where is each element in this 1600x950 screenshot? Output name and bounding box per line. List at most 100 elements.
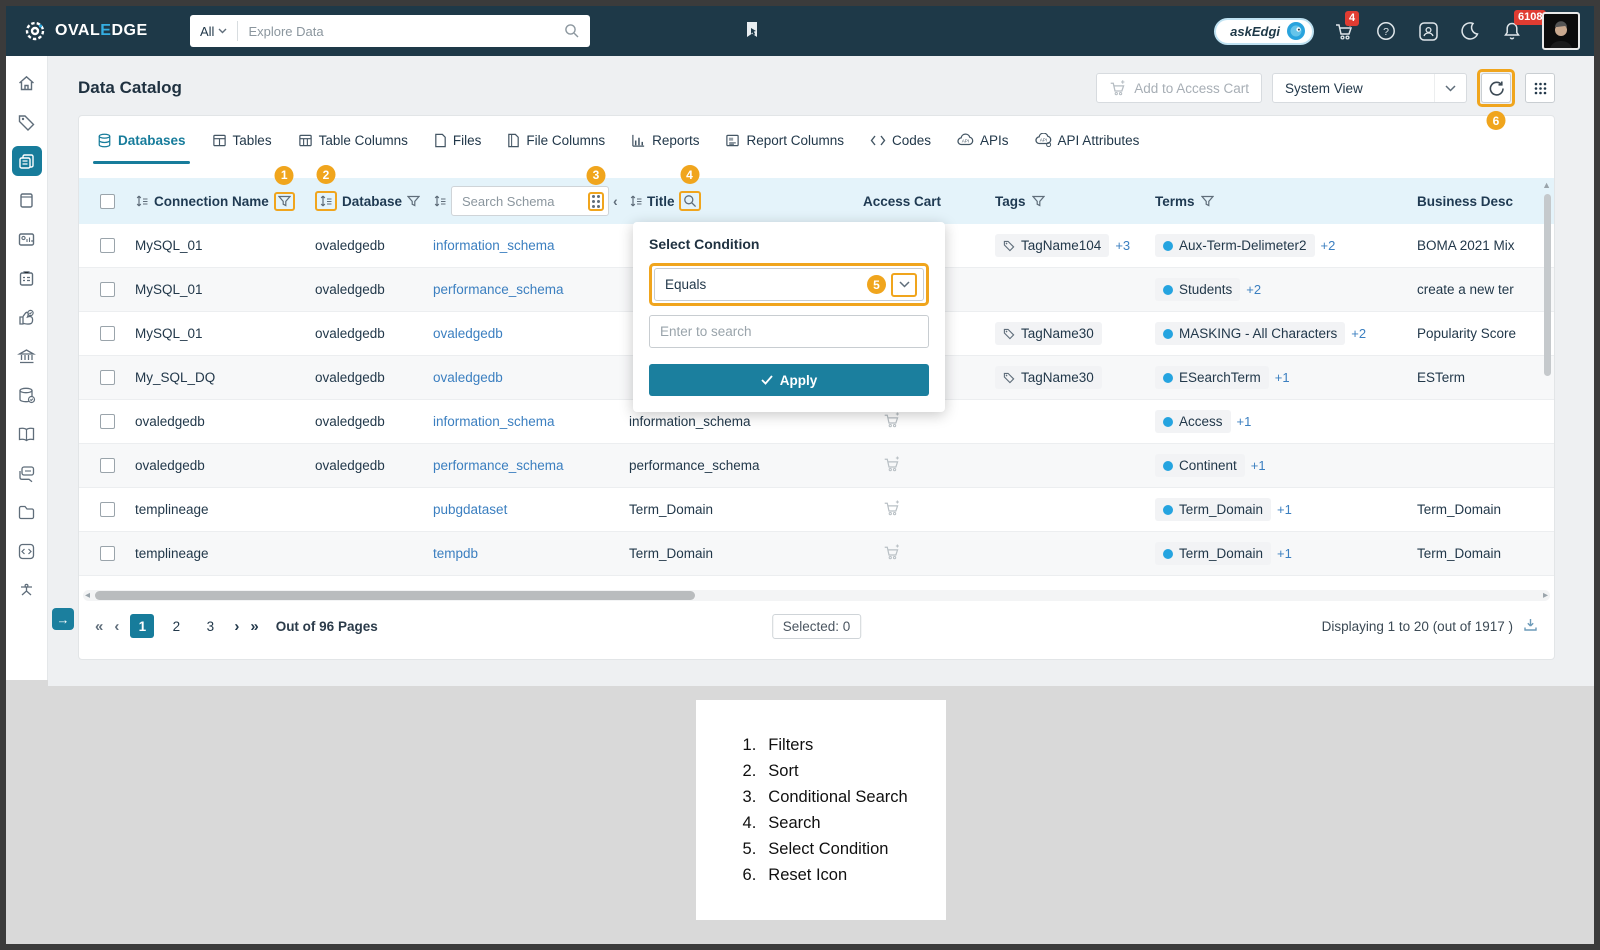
sort-icon[interactable] bbox=[135, 194, 149, 208]
sidebar-item-business-glossary[interactable] bbox=[12, 185, 42, 215]
global-search[interactable]: All bbox=[190, 15, 590, 47]
filter-icon[interactable] bbox=[1031, 195, 1045, 208]
condition-search-input[interactable] bbox=[649, 315, 929, 348]
filter-icon[interactable] bbox=[1200, 195, 1214, 208]
sidebar-item-query-sheet[interactable] bbox=[12, 536, 42, 566]
filter-icon[interactable] bbox=[407, 195, 421, 208]
sidebar-item-knowledge[interactable] bbox=[12, 419, 42, 449]
table-row[interactable]: ovaledgedb ovaledgedb performance_schema… bbox=[79, 444, 1554, 488]
term-more[interactable]: +2 bbox=[1351, 326, 1367, 341]
term-more[interactable]: +1 bbox=[1274, 370, 1290, 385]
tab-apis[interactable]: API APIs bbox=[957, 116, 1009, 164]
sidebar-item-files[interactable] bbox=[12, 497, 42, 527]
term-chip[interactable]: Students bbox=[1155, 278, 1241, 301]
schema-search-input[interactable] bbox=[460, 192, 560, 210]
vertical-scroll-up-arrow[interactable]: ▲ bbox=[1542, 180, 1551, 190]
next-page-button[interactable]: › bbox=[234, 617, 239, 635]
table-row[interactable]: ovaledgedb ovaledgedb information_schema… bbox=[79, 400, 1554, 444]
column-header-terms[interactable]: Terms bbox=[1155, 193, 1195, 209]
term-more[interactable]: +2 bbox=[1246, 282, 1262, 297]
term-chip[interactable]: Term_Domain bbox=[1155, 498, 1272, 521]
term-more[interactable]: +1 bbox=[1277, 502, 1292, 517]
term-more[interactable]: +1 bbox=[1250, 458, 1266, 473]
sidebar-item-reports[interactable] bbox=[12, 224, 42, 254]
term-chip[interactable]: ESearchTerm bbox=[1155, 366, 1269, 389]
cell-schema-link[interactable]: pubgdataset bbox=[433, 502, 508, 517]
notifications-button[interactable]: 6108 bbox=[1500, 10, 1547, 43]
select-all-checkbox[interactable] bbox=[99, 193, 115, 209]
ovaledge-logo[interactable]: OVALEDGE bbox=[22, 18, 172, 44]
row-checkbox[interactable] bbox=[99, 458, 115, 473]
sidebar-item-collaboration[interactable] bbox=[12, 458, 42, 488]
add-row-to-cart-icon[interactable] bbox=[883, 543, 901, 564]
tab-reports[interactable]: Reports bbox=[631, 116, 699, 164]
column-search-icon[interactable] bbox=[683, 194, 697, 208]
search-icon[interactable] bbox=[564, 23, 580, 39]
tab-files[interactable]: Files bbox=[434, 116, 481, 164]
sidebar-item-home[interactable] bbox=[12, 68, 42, 98]
prev-page-button[interactable]: ‹ bbox=[114, 617, 119, 635]
sidebar-item-data-quality[interactable] bbox=[12, 302, 42, 332]
last-page-button[interactable]: » bbox=[250, 617, 258, 635]
help-button[interactable]: ? bbox=[1374, 19, 1398, 43]
schema-search-field[interactable]: 3 bbox=[451, 165, 609, 216]
column-header-database[interactable]: Database bbox=[342, 193, 403, 209]
sort-icon[interactable] bbox=[319, 194, 333, 208]
cell-schema-link[interactable]: information_schema bbox=[433, 414, 555, 429]
apply-button[interactable]: Apply bbox=[649, 364, 929, 396]
term-chip[interactable]: Access bbox=[1155, 410, 1231, 433]
tag-chip[interactable]: TagName104 bbox=[995, 234, 1110, 257]
tab-file-columns[interactable]: File Columns bbox=[507, 116, 605, 164]
add-row-to-cart-icon[interactable] bbox=[883, 455, 901, 476]
term-chip[interactable]: Continent bbox=[1155, 454, 1245, 477]
page-button-3[interactable]: 3 bbox=[206, 618, 215, 634]
search-input[interactable] bbox=[238, 23, 564, 39]
column-header-title[interactable]: Title bbox=[647, 193, 675, 209]
filter-icon[interactable] bbox=[277, 195, 291, 208]
nine-dots-button[interactable] bbox=[1525, 73, 1555, 103]
page-button-2[interactable]: 2 bbox=[172, 618, 181, 634]
add-to-access-cart-button[interactable]: Add to Access Cart bbox=[1096, 73, 1262, 103]
column-header-connection[interactable]: Connection Name bbox=[154, 193, 269, 209]
cell-schema-link[interactable]: tempdb bbox=[433, 546, 479, 561]
tag-chip[interactable]: TagName30 bbox=[995, 366, 1102, 389]
scroll-right-arrow[interactable]: ▸ bbox=[1542, 590, 1548, 601]
cell-schema-link[interactable]: information_schema bbox=[433, 238, 555, 253]
row-checkbox[interactable] bbox=[99, 414, 115, 429]
tab-api-attributes[interactable]: API API Attributes bbox=[1034, 116, 1139, 164]
tag-more[interactable]: +3 bbox=[1115, 238, 1131, 253]
tag-chip[interactable]: TagName30 bbox=[995, 322, 1102, 345]
cell-schema-link[interactable]: performance_schema bbox=[433, 458, 564, 473]
add-row-to-cart-icon[interactable] bbox=[883, 411, 901, 432]
page-button-1[interactable]: 1 bbox=[130, 614, 155, 638]
user-avatar[interactable] bbox=[1542, 12, 1580, 50]
cell-schema-link[interactable]: ovaledgedb bbox=[433, 370, 503, 385]
row-checkbox[interactable] bbox=[99, 238, 115, 253]
download-icon[interactable] bbox=[1523, 617, 1538, 635]
tab-databases[interactable]: Databases bbox=[93, 116, 190, 164]
tab-codes[interactable]: Codes bbox=[870, 116, 931, 164]
bookmark-pointer-icon[interactable] bbox=[744, 21, 760, 44]
ask-edgi-button[interactable]: askEdgi bbox=[1214, 17, 1314, 45]
table-row[interactable]: templineage pubgdataset Term_Domain Term… bbox=[79, 488, 1554, 532]
sidebar-item-governance[interactable] bbox=[12, 341, 42, 371]
support-button[interactable] bbox=[1416, 19, 1440, 43]
condition-dropdown[interactable]: Equals 5 bbox=[654, 268, 924, 301]
sort-icon[interactable] bbox=[433, 194, 447, 208]
term-more[interactable]: +1 bbox=[1277, 546, 1292, 561]
term-more[interactable]: +1 bbox=[1236, 414, 1252, 429]
sidebar-item-jobs[interactable] bbox=[12, 575, 42, 605]
tab-tables[interactable]: Tables bbox=[212, 116, 272, 164]
row-checkbox[interactable] bbox=[99, 282, 115, 297]
sidebar-item-data-stores[interactable] bbox=[12, 380, 42, 410]
chevron-down-icon[interactable] bbox=[891, 272, 917, 297]
sidebar-item-tags[interactable] bbox=[12, 107, 42, 137]
add-row-to-cart-icon[interactable] bbox=[883, 499, 901, 520]
horizontal-scrollbar[interactable]: ◂ ▸ bbox=[83, 590, 1550, 601]
tab-table-columns[interactable]: Table Columns bbox=[298, 116, 408, 164]
horizontal-scroll-thumb[interactable] bbox=[95, 591, 695, 600]
tab-report-columns[interactable]: Report Columns bbox=[725, 116, 844, 164]
reset-button[interactable] bbox=[1481, 73, 1511, 103]
term-chip[interactable]: MASKING - All Characters bbox=[1155, 322, 1346, 345]
term-more[interactable]: +2 bbox=[1320, 238, 1336, 253]
